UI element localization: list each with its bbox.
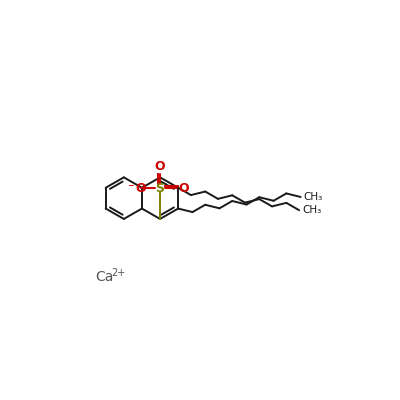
Text: CH₃: CH₃	[304, 192, 323, 202]
Text: O: O	[135, 182, 146, 195]
Text: S: S	[156, 182, 164, 195]
Text: ⁻: ⁻	[127, 182, 134, 195]
Text: Ca: Ca	[95, 270, 113, 284]
Text: O: O	[179, 182, 189, 195]
Text: CH₃: CH₃	[302, 205, 322, 215]
Text: O: O	[155, 160, 165, 173]
Text: 2+: 2+	[111, 268, 126, 278]
